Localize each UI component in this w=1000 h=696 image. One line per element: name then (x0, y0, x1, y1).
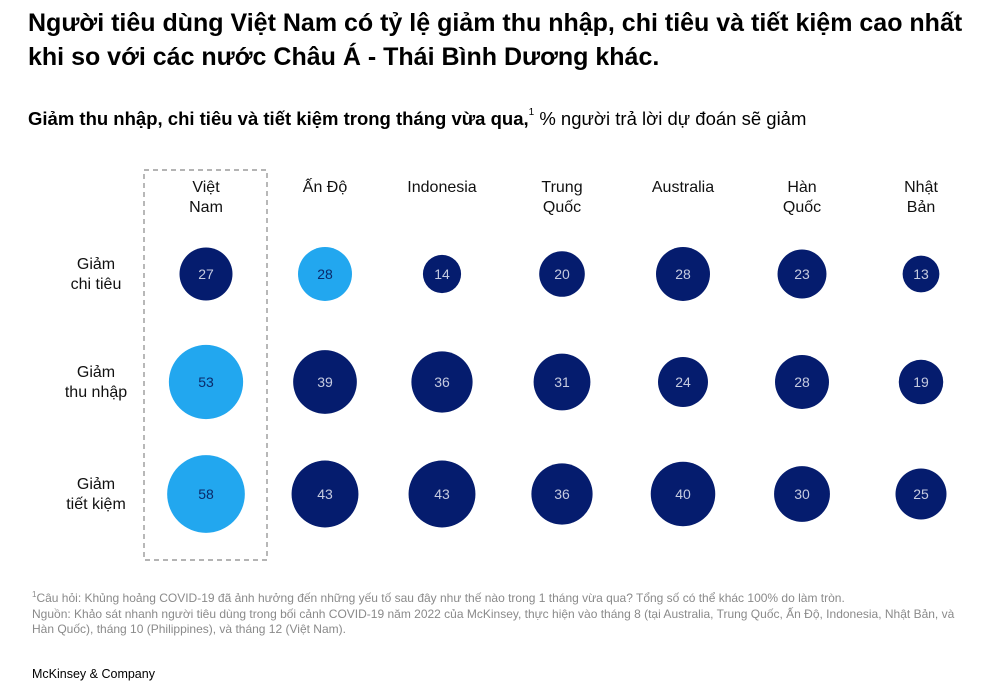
chart-title: Người tiêu dùng Việt Nam có tỷ lệ giảm t… (28, 9, 963, 71)
bubble (179, 247, 233, 301)
data-label: 28 (675, 266, 691, 282)
bubble (774, 466, 830, 522)
subtitle-bold: Giảm thu nhập, chi tiêu và tiết kiệm tro… (28, 108, 529, 129)
data-label: 43 (317, 486, 333, 502)
column-header: Hàn Quốc (783, 179, 821, 216)
bubble (167, 455, 245, 533)
column-header: Ấn Độ (303, 177, 348, 196)
bubble (777, 249, 827, 299)
data-label: 23 (794, 266, 810, 282)
data-label: 31 (554, 374, 570, 390)
subtitle-footnote-marker: 1 (528, 107, 535, 118)
bubble (895, 468, 947, 520)
subtitle-unit: % người trả lời dự đoán sẽ giảm (534, 108, 807, 129)
data-label: 28 (317, 266, 333, 282)
data-label: 28 (794, 374, 810, 390)
data-label: 25 (913, 486, 929, 502)
data-label: 40 (675, 486, 691, 502)
brand-logo-text: McKinsey & Company (32, 667, 155, 681)
bubble (411, 351, 473, 413)
row-label: Giảm chi tiêu (71, 256, 122, 293)
footnote-question-text: Câu hỏi: Khủng hoảng COVID-19 đã ảnh hưở… (36, 591, 845, 605)
data-label: 19 (913, 374, 929, 390)
data-label: 53 (198, 374, 214, 390)
footnote-marker: 1 (32, 590, 37, 599)
column-header: Nhật Bản (904, 179, 938, 216)
data-label: 27 (198, 266, 214, 282)
footnote: 1Câu hỏi: Khủng hoảng COVID-19 đã ảnh hư… (32, 587, 972, 638)
bubble (291, 460, 359, 528)
footnote-question: 1Câu hỏi: Khủng hoảng COVID-19 đã ảnh hư… (32, 587, 972, 607)
bubble (298, 247, 352, 301)
data-label: 30 (794, 486, 810, 502)
bubble (531, 463, 593, 525)
data-label: 20 (554, 266, 570, 282)
bubble (775, 355, 829, 409)
row-label: Giảm tiết kiệm (66, 476, 126, 513)
bubble (422, 254, 462, 294)
bubble (656, 247, 710, 301)
column-header: Australia (652, 179, 714, 196)
bubble (408, 460, 476, 528)
data-label: 36 (434, 374, 450, 390)
chart-subtitle: Giảm thu nhập, chi tiêu và tiết kiệm tro… (28, 107, 807, 130)
bubble (168, 344, 244, 420)
column-header: Trung Quốc (541, 179, 582, 216)
footnote-source: Nguồn: Khảo sát nhanh người tiêu dùng tr… (32, 606, 955, 637)
data-label: 39 (317, 374, 333, 390)
data-label: 13 (913, 266, 929, 282)
data-label: 36 (554, 486, 570, 502)
data-label: 14 (434, 266, 450, 282)
column-header: Indonesia (407, 179, 476, 196)
column-header: Việt Nam (189, 179, 223, 216)
bubble (293, 350, 357, 414)
bubble (650, 461, 716, 527)
bubble-chart: Việt Nam Ấn Độ Indonesia Trung Quốc Australia H… (65, 169, 947, 561)
bubble (898, 359, 944, 405)
bubble (658, 357, 708, 407)
row-label: Giảm thu nhập (65, 364, 127, 401)
bubble (539, 251, 585, 297)
highlight-box (143, 169, 268, 561)
data-label: 43 (434, 486, 450, 502)
data-label: 58 (198, 486, 214, 502)
data-label: 24 (675, 374, 691, 390)
bubble (902, 255, 940, 293)
bubble (533, 353, 591, 411)
